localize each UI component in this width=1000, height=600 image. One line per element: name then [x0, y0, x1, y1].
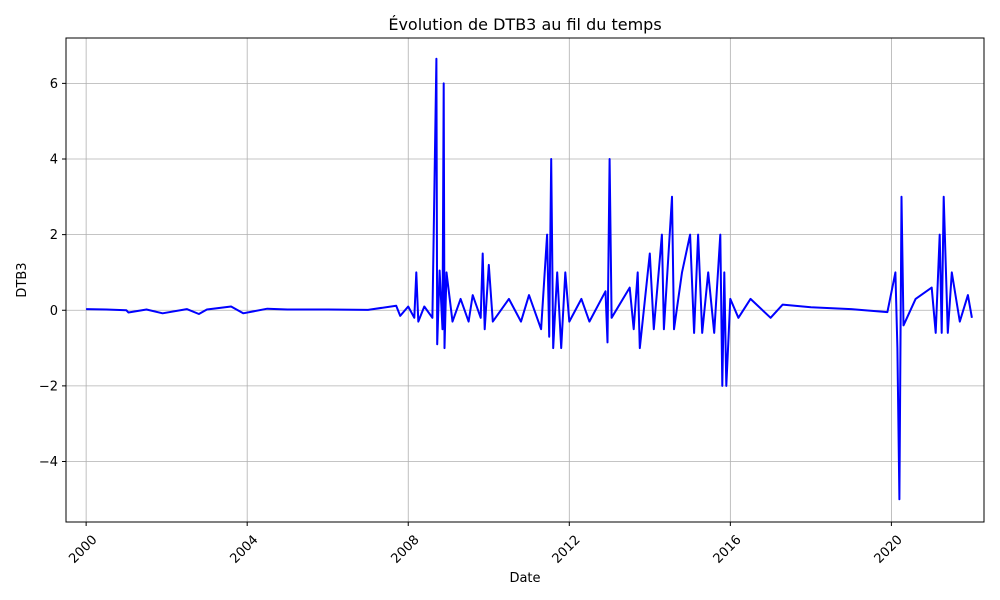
- x-axis-label: Date: [509, 571, 540, 586]
- x-tick-label: 2000: [66, 533, 100, 567]
- plot-area-frame: [65, 37, 985, 523]
- y-tick-label: −2: [39, 379, 58, 394]
- x-tick-label: 2008: [388, 533, 422, 567]
- x-tick-label: 2012: [550, 533, 584, 567]
- series-line-dtb3: [86, 57, 973, 501]
- y-tick-label: 2: [50, 228, 58, 243]
- x-tick-label: 2016: [711, 533, 745, 567]
- x-tick-label: 2004: [227, 533, 261, 567]
- y-tick-label: 6: [50, 77, 58, 92]
- grid: [66, 38, 984, 522]
- y-tick-label: −4: [39, 455, 58, 470]
- y-tick-label: 0: [50, 304, 58, 319]
- y-tick-label: 4: [50, 153, 58, 168]
- axis-ticks: 2000 2004 2008 2012 2016 2020 −4 −2 0 2 4 6: [39, 77, 906, 567]
- chart-title: Évolution de DTB3 au fil du temps: [388, 15, 661, 34]
- x-tick-label: 2020: [872, 533, 906, 567]
- y-axis-label: DTB3: [15, 262, 30, 297]
